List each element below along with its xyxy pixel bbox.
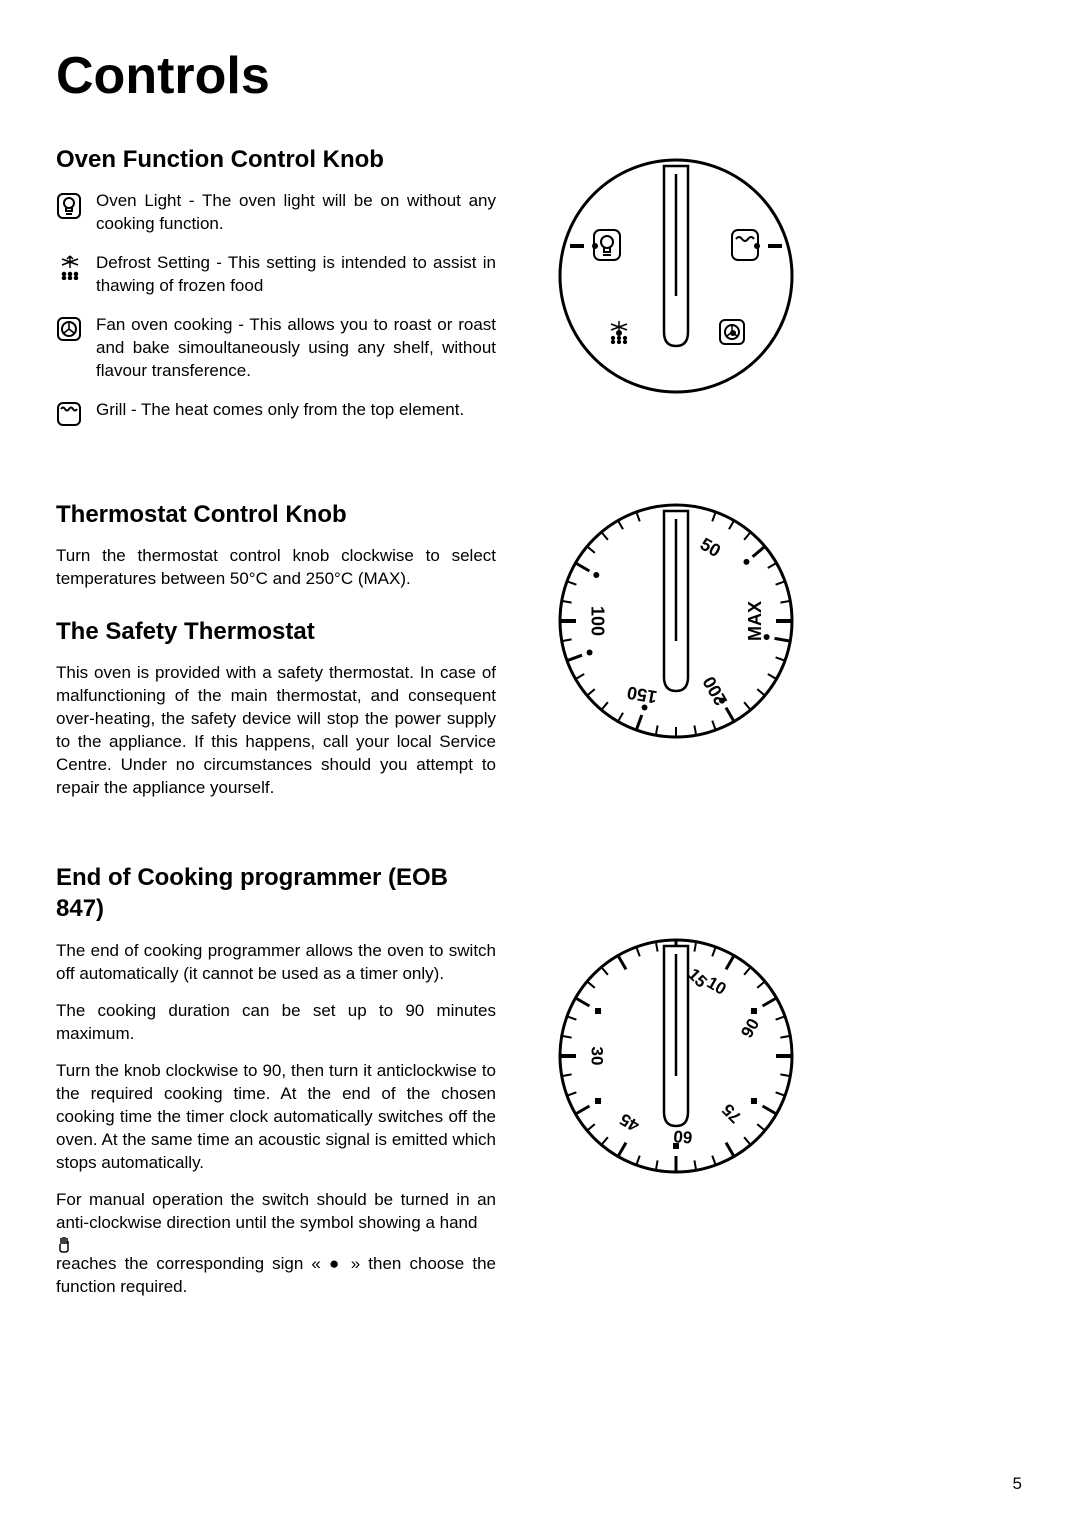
page-number: 5 [1013, 1474, 1022, 1494]
programmer-p4: For manual operation the switch should b… [56, 1189, 496, 1299]
function-text: Fan oven cooking - This allows you to ro… [96, 314, 496, 383]
function-row: Defrost Setting - This setting is intend… [56, 252, 496, 298]
svg-text:45: 45 [617, 1110, 643, 1136]
safety-para: This oven is provided with a safety ther… [56, 662, 496, 800]
oven-function-heading: Oven Function Control Knob [56, 146, 496, 174]
thermostat-knob-diagram: 50 100 150 200 MAX [546, 491, 806, 751]
svg-text:75: 75 [718, 1100, 745, 1127]
svg-text:90: 90 [737, 1015, 763, 1041]
programmer-p2: The cooking duration can be set up to 90… [56, 1000, 496, 1046]
svg-text:200: 200 [699, 672, 731, 708]
function-row: Grill - The heat comes only from the top… [56, 399, 496, 427]
fan-oven-icon [56, 314, 96, 383]
function-text: Grill - The heat comes only from the top… [96, 399, 496, 427]
programmer-p3: Turn the knob clockwise to 90, then turn… [56, 1060, 496, 1175]
thermostat-para: Turn the thermostat control knob clockwi… [56, 545, 496, 591]
function-row: Fan oven cooking - This allows you to ro… [56, 314, 496, 383]
grill-icon [56, 399, 96, 427]
timer-knob-diagram: 10153045607590 [546, 926, 806, 1186]
function-text: Defrost Setting - This setting is intend… [96, 252, 496, 298]
safety-heading: The Safety Thermostat [56, 618, 496, 646]
hand-icon [56, 1235, 72, 1253]
svg-text:60: 60 [673, 1126, 694, 1147]
thermostat-heading: Thermostat Control Knob [56, 501, 496, 529]
function-knob-diagram [546, 146, 806, 406]
page-title: Controls [56, 46, 1024, 106]
programmer-p1: The end of cooking programmer allows the… [56, 940, 496, 986]
svg-text:MAX: MAX [745, 601, 765, 641]
svg-text:100: 100 [587, 606, 607, 636]
programmer-heading: End of Cooking programmer (EOB 847) [56, 862, 496, 924]
oven-light-icon [56, 190, 96, 236]
defrost-icon [56, 252, 96, 298]
svg-text:50: 50 [697, 533, 724, 560]
function-text: Oven Light - The oven light will be on w… [96, 190, 496, 236]
svg-text:30: 30 [588, 1047, 607, 1066]
svg-text:150: 150 [625, 682, 658, 707]
function-row: Oven Light - The oven light will be on w… [56, 190, 496, 236]
